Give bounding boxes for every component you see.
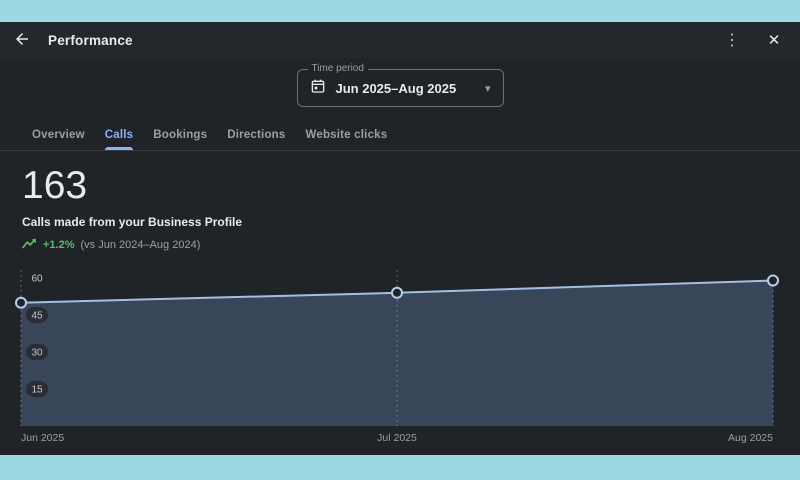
tab-calls-label: Calls bbox=[104, 129, 134, 141]
tab-website-clicks[interactable]: Website clicks bbox=[296, 129, 398, 150]
y-tick-pill bbox=[26, 381, 48, 397]
x-tick-label: Jun 2025 bbox=[21, 432, 64, 444]
metric-summary: 163 Calls made from your Business Profil… bbox=[0, 164, 800, 254]
metric-value: 163 bbox=[22, 164, 88, 207]
calls-area-chart: 60 45 30 15 Jun 2025 Jul 2025 Aug 2025 bbox=[0, 264, 800, 454]
active-tab-underline bbox=[104, 147, 134, 150]
y-tick-label: 60 bbox=[31, 274, 43, 285]
y-tick-pill bbox=[26, 344, 48, 360]
back-arrow-icon bbox=[13, 30, 31, 51]
back-button[interactable] bbox=[10, 28, 34, 52]
tab-calls[interactable]: Calls bbox=[95, 129, 144, 150]
y-tick-label: 45 bbox=[31, 311, 43, 322]
time-period-selector[interactable]: Time period Jun 2025–Aug 2025 ▾ bbox=[296, 63, 504, 107]
trend-comparison: (vs Jun 2024–Aug 2024) bbox=[80, 239, 201, 251]
header-bar: Performance ⋮ ✕ bbox=[0, 22, 800, 58]
chart-area-fill bbox=[21, 280, 773, 426]
tab-directions[interactable]: Directions bbox=[217, 129, 295, 150]
time-period-label: Time period bbox=[307, 63, 368, 74]
time-period-value: Jun 2025–Aug 2025 bbox=[335, 80, 457, 96]
performance-panel: Performance ⋮ ✕ Time period Jun 2025–Aug… bbox=[0, 22, 800, 455]
calendar-icon bbox=[310, 78, 326, 99]
trend-delta: +1.2% bbox=[43, 239, 75, 251]
trend-row: +1.2% (vs Jun 2024–Aug 2024) bbox=[22, 236, 800, 254]
page-title: Performance bbox=[48, 32, 133, 48]
tab-overview[interactable]: Overview bbox=[22, 129, 95, 150]
y-tick-label: 15 bbox=[31, 385, 43, 396]
tab-bar: Overview Calls Bookings Directions Websi… bbox=[0, 124, 800, 151]
metric-description: Calls made from your Business Profile bbox=[22, 215, 243, 229]
y-tick-label: 30 bbox=[31, 348, 43, 359]
chart-point-jun-2025[interactable] bbox=[15, 296, 27, 309]
x-tick-label: Jul 2025 bbox=[377, 432, 417, 444]
x-tick-label: Aug 2025 bbox=[728, 432, 773, 444]
tab-bookings[interactable]: Bookings bbox=[143, 129, 217, 150]
chart-point-jul-2025[interactable] bbox=[391, 286, 403, 299]
trending-up-icon bbox=[22, 236, 37, 254]
y-tick-pill bbox=[26, 307, 48, 323]
chart-point-aug-2025[interactable] bbox=[767, 274, 779, 287]
dropdown-caret-icon: ▾ bbox=[484, 82, 491, 95]
more-options-icon[interactable]: ⋮ bbox=[720, 28, 744, 52]
close-icon[interactable]: ✕ bbox=[762, 28, 786, 52]
